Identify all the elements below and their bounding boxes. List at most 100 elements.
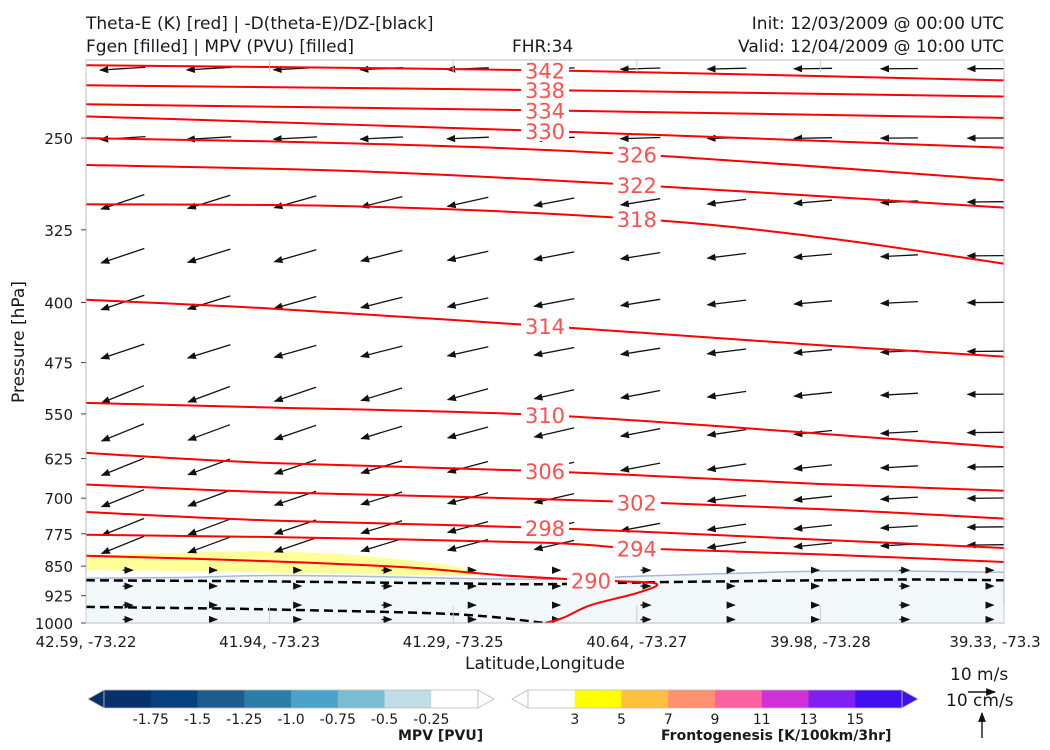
plot-frame (85, 59, 1005, 624)
y-tick-label: 550 (44, 406, 73, 424)
wind-vector (99, 65, 146, 74)
wind-vector (360, 296, 403, 310)
stability-dashed-contour (86, 605, 546, 623)
frontogenesis-colorbar-tick-label: 13 (800, 712, 818, 728)
wind-vector (793, 391, 833, 399)
valid-time: Valid: 12/04/2009 @ 10:00 UTC (738, 37, 1004, 57)
wind-vector (273, 295, 317, 310)
stability-dashed-contour (86, 578, 1004, 586)
wind-vector (100, 294, 145, 311)
x-tick-label: 40.64, -73.27 (586, 633, 687, 651)
y-tick-label: 400 (44, 295, 73, 313)
mpv-colorbar-tick-label: -1.0 (277, 712, 304, 728)
frontogenesis-colorbar-tick-label: 5 (617, 712, 626, 728)
theta-e-label-background (521, 100, 569, 121)
wind-vector (706, 463, 747, 473)
wind-vector (273, 424, 317, 441)
mpv-colorbar-swatch (104, 690, 152, 708)
y-tick-label: 250 (44, 130, 73, 148)
wind-vector (446, 426, 489, 440)
theta-e-label-background (521, 316, 569, 337)
wind-vector (533, 389, 575, 401)
wind-vector (446, 250, 489, 263)
wind-vector (100, 193, 145, 210)
mpv-colorbar-frame (103, 689, 479, 709)
wind-vector (706, 494, 747, 504)
frontogenesis-colorbar-swatch (715, 690, 763, 708)
wind-vector (185, 65, 232, 74)
wind-vector (100, 457, 145, 477)
shading-layer (86, 551, 1004, 623)
wind-vector (619, 65, 661, 73)
wind-vector (446, 196, 489, 209)
theta-e-label: 342 (525, 59, 565, 83)
y-tick-label: 850 (44, 558, 73, 576)
theta-e-label-background (612, 208, 661, 229)
mpv-colorbar-tick-label: -0.75 (320, 712, 356, 728)
mpv-colorbar-label: MPV [PVU] (398, 728, 484, 744)
theta-e-label-background (521, 461, 569, 482)
wind-vector (879, 391, 918, 399)
frontogenesis-colorbar-swatch (855, 690, 903, 708)
wind-vector (273, 459, 317, 475)
wind-vector (706, 252, 747, 261)
mpv-colorbar-swatch (244, 690, 292, 708)
title-line-1: Theta-E (K) [red] | -D(theta-E)/DZ-[blac… (86, 14, 434, 34)
theta-e-label: 306 (525, 460, 565, 484)
wind-vector (706, 198, 747, 207)
frontogenesis-colorbar-tick-label: 3 (570, 712, 579, 728)
y-tick-label: 700 (44, 490, 73, 508)
mpv-colorbar-tick-label: -0.5 (371, 712, 398, 728)
wind-vector (273, 249, 317, 263)
theta-e-label-background (521, 405, 569, 426)
theta-e-label-background (612, 538, 661, 559)
wind-vector (879, 463, 918, 472)
mpv-colorbar-swatch (337, 690, 386, 708)
frontogenesis-colorbar-swatch (761, 690, 810, 708)
wind-vector (446, 520, 489, 534)
wind-vector (533, 251, 575, 262)
wind-vector (100, 385, 145, 404)
wind-vector (706, 299, 747, 308)
theta-e-contour (86, 164, 1004, 209)
wind-vector (533, 297, 575, 309)
mpv-colorbar-swatch (197, 690, 245, 708)
wind-vector (706, 65, 747, 73)
wind-vector (793, 348, 833, 356)
wind-reference-vertical-label: 10 cm/s (946, 691, 1014, 711)
wind-vector (619, 428, 661, 439)
init-time: Init: 12/03/2009 @ 00:00 UTC (751, 14, 1004, 34)
wind-vector (879, 523, 918, 532)
wind-vector (879, 299, 918, 307)
y-tick-label: 775 (44, 526, 73, 544)
y-tick-label: 625 (44, 451, 73, 469)
theta-e-label-background (521, 80, 569, 101)
wind-vector (273, 537, 317, 553)
frontogenesis-colorbar-tick-label: 7 (664, 712, 673, 728)
x-tick-label: 39.33, -73.3 (949, 633, 1040, 651)
wind-vector (533, 492, 575, 505)
wind-vector (879, 495, 918, 503)
axes-layer: 250 325 400 475 550 625 700 775 850 925 100042.59,… (35, 60, 1041, 651)
theta-e-label: 322 (617, 174, 657, 198)
wind-vector (360, 538, 403, 553)
wind-vector (793, 495, 833, 503)
frontogenesis-colorbar-swatch (668, 690, 716, 708)
mpv-colorbar-swatch (150, 690, 199, 708)
frontogenesis-colorbar-label: Frontogenesis [K/100km/3hr] (661, 728, 892, 744)
wind-vector (187, 536, 231, 554)
theta-e-label: 318 (617, 208, 657, 232)
wind-vector (100, 517, 145, 537)
wind-vector (619, 462, 661, 473)
wind-vector (186, 344, 231, 360)
wind-vector (100, 489, 145, 508)
mpv-colorbar-tick-label: -1.75 (133, 712, 169, 728)
theta-e-label-background (521, 517, 569, 538)
wind-vector (533, 346, 575, 358)
wind-vector (533, 197, 575, 208)
wind-vector (446, 134, 489, 143)
mpv-colorbar-tick-label: -0.25 (413, 712, 449, 728)
theta-e-label: 338 (525, 79, 565, 103)
x-tick-label: 39.98, -73.28 (770, 633, 871, 651)
